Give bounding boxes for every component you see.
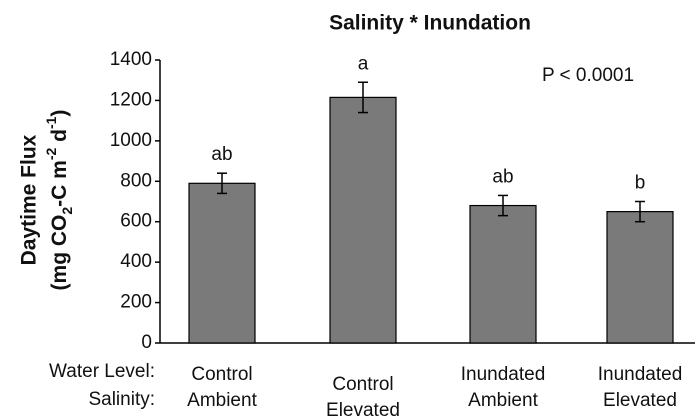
- significance-letter: ab: [492, 166, 513, 187]
- significance-letter: b: [635, 173, 646, 194]
- y-tick-label: 200: [120, 292, 152, 313]
- y-tick-label: 1000: [110, 130, 152, 151]
- y-tick-label: 0: [141, 332, 152, 353]
- row-label: Water Level:: [49, 361, 155, 382]
- annotation: P < 0.0001: [542, 65, 634, 86]
- y-axis-label-part: -C m: [48, 160, 71, 207]
- y-axis-label: (mg CO2-C m-2 d-1): [43, 110, 75, 291]
- y-tick-label: 1200: [110, 89, 152, 110]
- error-bar: [358, 81, 368, 114]
- x-tick-label: Inundated: [598, 364, 683, 385]
- y-axis-label: Daytime Flux: [18, 134, 41, 265]
- bar: [329, 96, 397, 344]
- bar: [606, 211, 674, 344]
- x-tick-label: Inundated: [461, 364, 546, 385]
- bar: [188, 182, 256, 344]
- significance-letter: ab: [211, 144, 232, 165]
- y-tick-label: 400: [120, 251, 152, 272]
- x-tick-label: Control: [191, 364, 252, 385]
- error-bar: [635, 200, 645, 223]
- y-axis-label-part: (mg CO: [48, 215, 71, 291]
- x-tick-label: Elevated: [603, 390, 677, 411]
- x-tick-label: Ambient: [468, 390, 538, 411]
- row-label: Salinity:: [88, 389, 155, 410]
- x-tick-label: Ambient: [187, 390, 257, 411]
- bar: [469, 204, 537, 344]
- y-tick-label: 1400: [110, 49, 152, 70]
- y-axis-label-part: 2: [59, 207, 75, 215]
- y-axis-label-part: -1: [43, 116, 59, 129]
- y-tick-label: 800: [120, 170, 152, 191]
- y-axis-label-part: ): [48, 110, 71, 117]
- y-axis-label-part: d: [48, 129, 71, 148]
- significance-letter: a: [358, 53, 369, 74]
- x-tick-label: Control: [332, 374, 393, 395]
- error-bar: [217, 172, 227, 195]
- error-bar: [498, 194, 508, 217]
- y-tick-label: 600: [120, 211, 152, 232]
- chart-title: Salinity * Inundation: [329, 12, 531, 35]
- y-axis-label-part: -2: [43, 147, 59, 160]
- x-tick-label: Elevated: [326, 400, 400, 417]
